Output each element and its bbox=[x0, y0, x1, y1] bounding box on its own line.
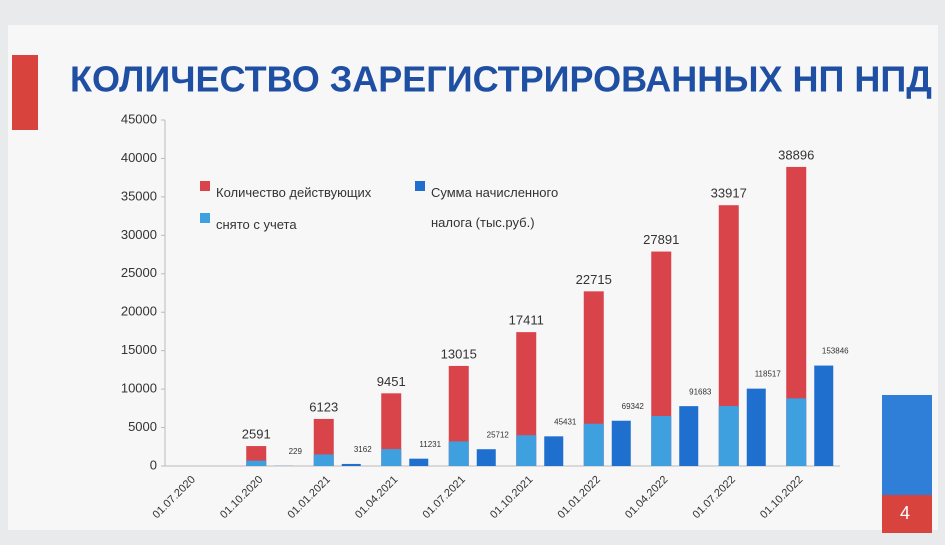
y-tick-label: 25000 bbox=[121, 265, 157, 280]
bar bbox=[718, 205, 739, 467]
bar bbox=[544, 436, 564, 466]
data-label: 22715 bbox=[576, 272, 612, 287]
data-label: 3162 bbox=[354, 445, 372, 454]
legend-label: Количество действующих bbox=[216, 185, 372, 200]
legend-swatch bbox=[200, 213, 210, 223]
bar bbox=[746, 388, 766, 466]
bar bbox=[476, 449, 496, 466]
y-tick-label: 15000 bbox=[121, 342, 157, 357]
bar bbox=[313, 454, 334, 466]
page-number: 4 bbox=[900, 503, 910, 523]
legend-entry: Сумма начисленного налога (тыс.руб.) bbox=[415, 178, 565, 238]
bar bbox=[786, 166, 807, 466]
bar bbox=[814, 365, 834, 466]
data-label: 13015 bbox=[441, 346, 477, 361]
bar bbox=[583, 291, 604, 466]
legend-swatch bbox=[415, 181, 425, 191]
legend-label: Сумма начисленного налога (тыс.руб.) bbox=[431, 185, 559, 230]
chart-title: КОЛИЧЕСТВО ЗАРЕГИСТРИРОВАННЫХ НП НПД bbox=[70, 59, 932, 100]
data-label: 11231 bbox=[419, 440, 441, 449]
y-tick-label: 30000 bbox=[121, 227, 157, 242]
data-label: 153846 bbox=[822, 347, 849, 356]
bar bbox=[583, 423, 604, 466]
data-label: 25712 bbox=[487, 430, 510, 439]
legend-entry: снято с учета bbox=[200, 210, 400, 240]
y-tick-label: 20000 bbox=[121, 304, 157, 319]
y-tick-label: 45000 bbox=[121, 111, 157, 126]
bar bbox=[448, 441, 469, 466]
legend-swatch bbox=[200, 181, 210, 191]
bar bbox=[448, 365, 469, 466]
data-label: 17411 bbox=[509, 313, 544, 328]
page-badge bbox=[882, 495, 932, 533]
bar bbox=[516, 435, 537, 466]
y-tick-label: 5000 bbox=[128, 419, 157, 434]
bar bbox=[611, 420, 631, 466]
data-label: 69342 bbox=[622, 402, 645, 411]
data-label: 229 bbox=[289, 447, 303, 456]
y-tick-label: 0 bbox=[150, 457, 157, 472]
bar bbox=[381, 393, 402, 466]
data-label: 27891 bbox=[643, 232, 679, 247]
bar bbox=[246, 460, 267, 466]
data-label: 118517 bbox=[755, 370, 782, 379]
bar bbox=[718, 406, 739, 466]
bar bbox=[651, 416, 672, 466]
legend-label: снято с учета bbox=[216, 217, 297, 232]
data-label: 33917 bbox=[711, 186, 747, 201]
slide-background bbox=[8, 25, 938, 530]
data-label: 38896 bbox=[778, 147, 814, 162]
bar bbox=[516, 332, 537, 466]
y-tick-label: 40000 bbox=[121, 150, 157, 165]
data-label: 91683 bbox=[689, 387, 712, 396]
corner-block bbox=[882, 395, 932, 495]
bar bbox=[409, 458, 429, 466]
bar bbox=[679, 406, 699, 466]
y-tick-label: 10000 bbox=[121, 381, 157, 396]
title-accent bbox=[12, 55, 38, 130]
data-label: 45431 bbox=[554, 417, 577, 426]
data-label: 9451 bbox=[377, 374, 406, 389]
bar bbox=[651, 251, 672, 466]
bar bbox=[381, 449, 402, 466]
legend-entry: Количество действующих bbox=[200, 178, 400, 208]
bar bbox=[341, 463, 361, 466]
data-label: 6123 bbox=[309, 399, 338, 414]
y-tick-label: 35000 bbox=[121, 188, 157, 203]
data-label: 2591 bbox=[242, 427, 271, 442]
bar bbox=[786, 398, 807, 466]
bar bbox=[313, 418, 334, 466]
